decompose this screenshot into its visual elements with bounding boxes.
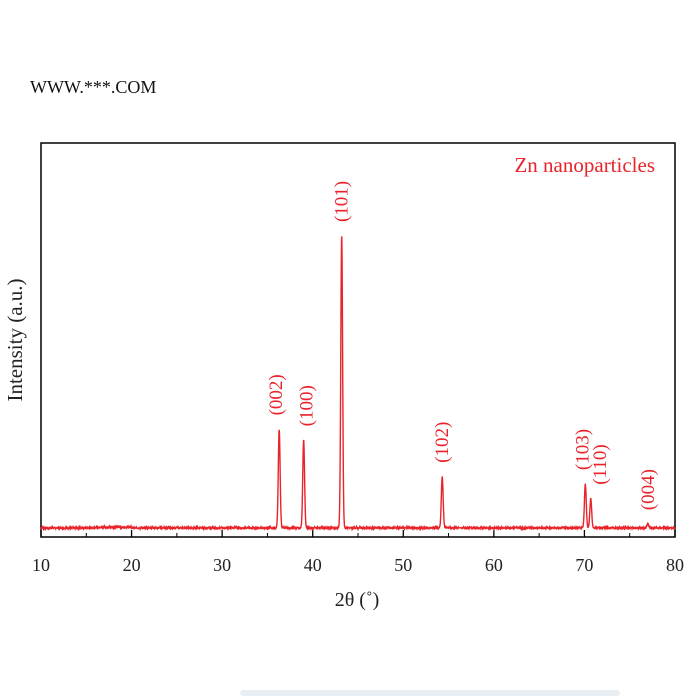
x-axis-tick-labels: 10 20 30 40 50 60 70 80 — [32, 555, 684, 575]
peak-label: (102) — [432, 422, 453, 463]
x-tick-label: 40 — [304, 555, 322, 575]
watermark-text: WWW.***.COM — [30, 77, 157, 97]
x-tick-label: 30 — [213, 555, 231, 575]
x-tick-label: 50 — [394, 555, 412, 575]
peak-labels: (002) (100) (101) (102) (103)(110) (004) — [266, 181, 659, 510]
x-axis-ticks — [40, 530, 676, 537]
x-tick-label: 20 — [123, 555, 141, 575]
chart-title: Zn nanoparticles — [514, 153, 655, 177]
peak-label: (002) — [266, 374, 287, 415]
x-tick-label: 80 — [666, 555, 684, 575]
series-line-zn — [40, 236, 676, 532]
peak-label: (103) — [572, 429, 593, 470]
peak-label: (004) — [638, 469, 659, 510]
plot-frame — [40, 142, 676, 538]
peak-label: (100) — [297, 385, 318, 426]
bottom-strip — [240, 690, 620, 696]
x-axis-label: 2θ (˚) — [335, 589, 380, 611]
peak-label: (101) — [332, 181, 353, 222]
x-tick-label: 60 — [485, 555, 503, 575]
peak-label: (110) — [590, 444, 611, 484]
x-tick-label: 10 — [32, 555, 50, 575]
x-tick-label: 70 — [575, 555, 593, 575]
y-axis-label: Intensity (a.u.) — [3, 278, 27, 401]
